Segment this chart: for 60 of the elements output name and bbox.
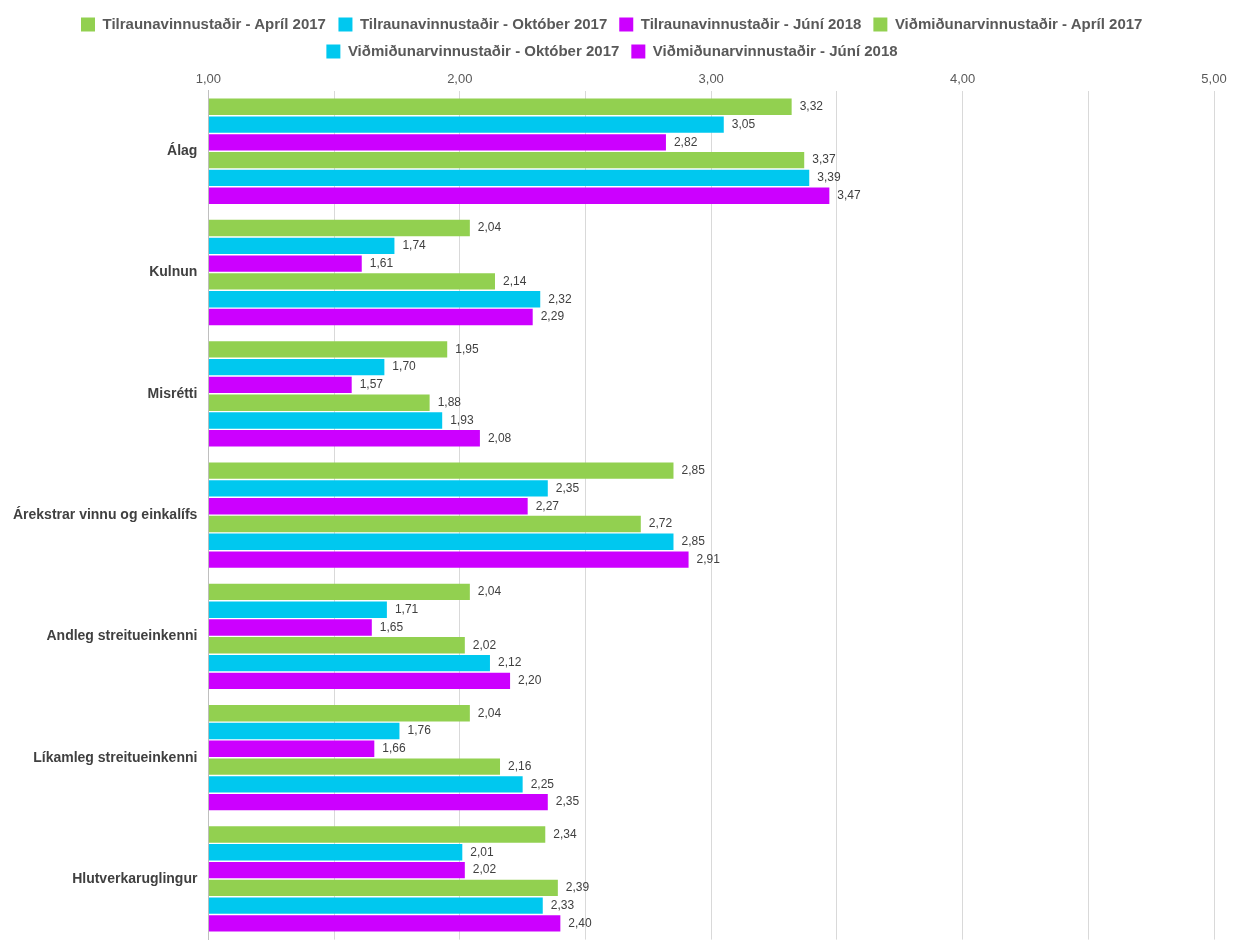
y-tick-label: Hlutverkaruglingur	[72, 869, 198, 886]
x-tick-label: 4,00	[949, 71, 976, 87]
data-label: 2,12	[497, 655, 522, 670]
data-label: 3,32	[799, 99, 824, 114]
data-label: 2,34	[553, 826, 577, 841]
data-label: 2,32	[548, 291, 572, 306]
data-label: 3,05	[731, 116, 756, 131]
legend-label: Tilraunavinnustaðir - Júní 2018	[640, 14, 862, 32]
x-tick-label: 5,00	[1201, 71, 1227, 87]
data-label: 1,71	[394, 602, 419, 617]
x-tick-label: 1,00	[195, 71, 222, 87]
data-label: 1,57	[359, 377, 384, 392]
y-tick-label: Árekstrar vinnu og einkalífs	[12, 505, 198, 522]
data-label: 1,66	[382, 741, 406, 756]
data-label: 2,02	[472, 862, 497, 877]
x-tick-label: 2,00	[447, 71, 473, 87]
data-label: 1,65	[379, 619, 404, 634]
y-tick-label: Andleg streitueinkenni	[46, 627, 198, 644]
legend-label: Tilraunavinnustaðir - Apríl 2017	[102, 14, 326, 32]
legend-label: Tilraunavinnustaðir - Október 2017	[359, 14, 608, 32]
data-label: 2,04	[477, 220, 502, 235]
data-label: 2,82	[673, 134, 698, 149]
data-label: 2,01	[470, 844, 494, 859]
data-label: 2,91	[696, 551, 721, 566]
data-label: 2,04	[477, 705, 502, 720]
data-label: 2,72	[648, 516, 673, 531]
data-label: 1,61	[369, 255, 394, 270]
data-label: 2,35	[555, 794, 580, 809]
data-label: 2,40	[568, 915, 593, 930]
y-tick-label: Álag	[167, 142, 198, 159]
data-label: 2,85	[681, 462, 706, 477]
y-tick-label: Kulnun	[149, 263, 198, 280]
legend-label: Viðmiðunarvinnustaðir - Október 2017	[347, 41, 620, 59]
data-label: 2,08	[487, 430, 512, 445]
data-label: 1,76	[407, 723, 432, 738]
x-tick-label: 3,00	[698, 71, 724, 87]
data-label: 1,74	[402, 238, 427, 253]
data-label: 1,88	[437, 395, 462, 410]
legend-label: Viðmiðunarvinnustaðir - Apríl 2017	[894, 14, 1143, 32]
data-label: 3,47	[837, 188, 862, 203]
data-label: 2,35	[555, 480, 580, 495]
data-label: 2,29	[540, 309, 565, 324]
y-tick-label: Misrétti	[147, 384, 198, 401]
data-label: 2,25	[530, 776, 555, 791]
data-label: 2,16	[508, 758, 532, 773]
data-label: 2,04	[477, 584, 502, 599]
data-label: 3,37	[812, 152, 836, 167]
legend-label: Viðmiðunarvinnustaðir - Júní 2018	[652, 41, 898, 59]
data-label: 2,85	[681, 534, 706, 549]
data-label: 2,39	[565, 880, 590, 895]
data-label: 2,20	[518, 673, 542, 688]
data-label: 2,33	[550, 897, 575, 912]
data-label: 1,70	[392, 359, 417, 374]
data-label: 2,27	[535, 498, 560, 513]
y-tick-label: Líkamleg streitueinkenni	[33, 748, 198, 765]
data-label: 2,14	[502, 273, 527, 288]
data-label: 3,39	[817, 170, 841, 185]
data-label: 1,93	[450, 412, 474, 427]
data-label: 1,95	[455, 341, 479, 356]
data-label: 2,02	[472, 637, 497, 652]
